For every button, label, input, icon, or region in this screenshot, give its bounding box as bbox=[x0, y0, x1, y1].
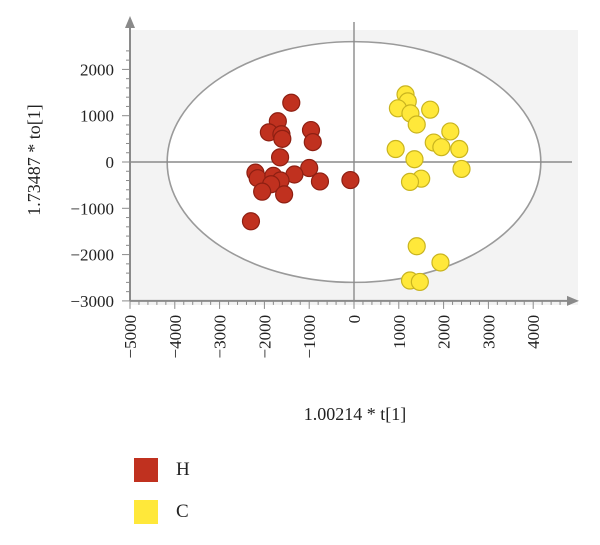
data-point-c bbox=[407, 115, 426, 134]
data-point-h bbox=[253, 182, 272, 201]
data-point-c bbox=[432, 138, 451, 157]
x-tick-label: −4000 bbox=[166, 315, 185, 359]
legend-swatch-h bbox=[134, 458, 158, 482]
x-axis-arrow bbox=[567, 295, 579, 306]
legend-item-h: H bbox=[134, 458, 190, 482]
y-tick-label: 0 bbox=[106, 153, 115, 172]
data-point-c bbox=[386, 139, 405, 159]
legend-label-c: C bbox=[176, 501, 189, 522]
data-point-c bbox=[400, 172, 420, 192]
legend-item-c: C bbox=[134, 500, 189, 524]
x-tick-label: 1000 bbox=[390, 315, 409, 349]
data-point-h bbox=[275, 185, 294, 204]
data-point-h bbox=[303, 132, 322, 152]
y-tick-label: −3000 bbox=[70, 292, 114, 311]
legend-swatch-c bbox=[134, 500, 158, 524]
data-point-c bbox=[441, 122, 460, 141]
x-tick-label: 4000 bbox=[524, 315, 543, 349]
data-point-h bbox=[273, 129, 292, 148]
x-tick-label: 2000 bbox=[435, 315, 454, 349]
data-point-c bbox=[421, 100, 440, 119]
data-point-c bbox=[450, 139, 469, 159]
y-tick-label: 2000 bbox=[80, 60, 114, 79]
x-axis-title: 1.00214 * t[1] bbox=[304, 404, 407, 424]
x-tick-label: −5000 bbox=[121, 315, 140, 359]
x-tick-label: −2000 bbox=[255, 315, 274, 359]
data-point-h bbox=[270, 148, 290, 167]
x-tick-label: 0 bbox=[345, 315, 364, 324]
y-axis-arrow bbox=[125, 16, 135, 28]
data-point-h bbox=[282, 93, 301, 112]
x-tick-label: −3000 bbox=[211, 315, 230, 359]
y-tick-label: 1000 bbox=[80, 107, 114, 126]
data-point-h bbox=[241, 212, 261, 231]
data-point-c bbox=[407, 237, 426, 256]
data-point-h bbox=[310, 172, 330, 191]
data-point-c bbox=[405, 150, 424, 169]
data-point-c bbox=[410, 272, 429, 292]
data-point-c bbox=[452, 159, 471, 179]
legend-label-h: H bbox=[176, 459, 190, 480]
x-tick-label: 3000 bbox=[479, 315, 498, 349]
y-tick-label: −1000 bbox=[70, 199, 114, 218]
data-point-c bbox=[431, 253, 450, 272]
x-tick-label: −1000 bbox=[300, 315, 319, 359]
y-tick-label: −2000 bbox=[70, 246, 114, 265]
data-point-h bbox=[341, 170, 360, 190]
y-axis-title: 1.73487 * to[1] bbox=[24, 104, 44, 216]
